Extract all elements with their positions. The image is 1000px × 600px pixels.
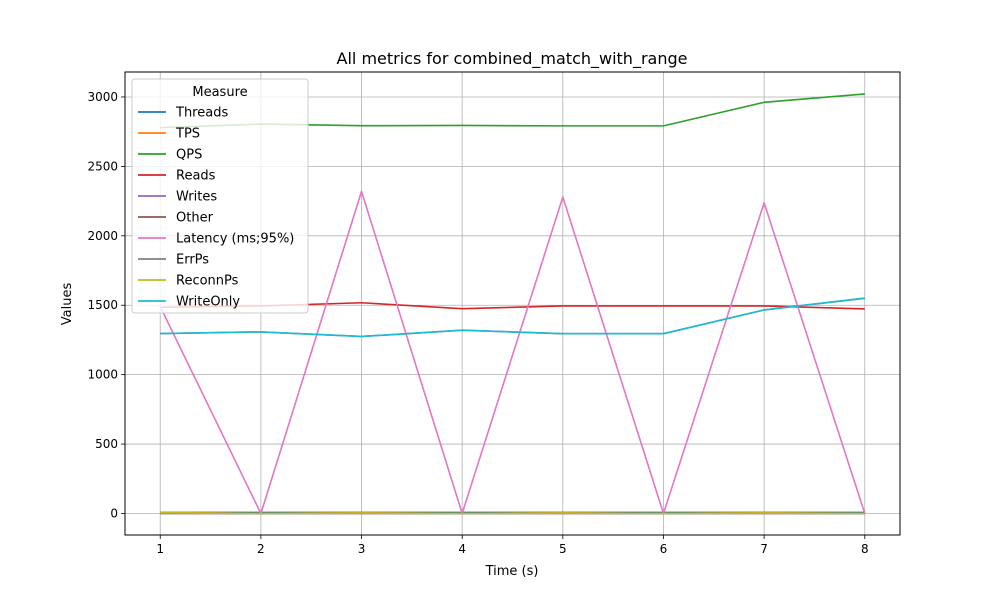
legend-label: Other xyxy=(176,211,214,226)
series-line-latency-ms-95 xyxy=(159,190,866,515)
legend-label: WriteOnly xyxy=(176,295,240,310)
legend-title: Measure xyxy=(192,85,247,100)
series-line-reconnps xyxy=(160,511,865,515)
legend-label: TPS xyxy=(175,127,200,142)
y-axis-label: Values xyxy=(60,283,75,326)
legend-item-reconnps: ReconnPs xyxy=(138,274,239,289)
legend: Measure Threads TPS QPS Reads Writes Other Lat… xyxy=(131,78,309,314)
x-tick-label: 5 xyxy=(559,542,567,556)
y-tick-label: 1500 xyxy=(87,298,118,312)
legend-item-threads: Threads xyxy=(138,106,228,121)
legend-label: ReconnPs xyxy=(176,274,239,289)
y-tick-label: 3000 xyxy=(87,90,118,104)
x-tick-label: 4 xyxy=(458,542,466,556)
x-tick-label: 7 xyxy=(760,542,768,556)
y-tick-label: 2000 xyxy=(87,229,118,243)
x-tick-label: 8 xyxy=(861,542,869,556)
plot-frame xyxy=(124,71,901,536)
x-tick-label: 1 xyxy=(156,542,164,556)
x-tick-label: 3 xyxy=(358,542,366,556)
series-line-writeonly xyxy=(160,297,865,338)
y-tick-label: 2500 xyxy=(87,159,118,173)
legend-box xyxy=(131,78,309,314)
chart-title: All metrics for combined_match_with_rang… xyxy=(337,49,688,69)
legend-label: Threads xyxy=(175,106,228,121)
legend-item-tps: TPS xyxy=(138,127,200,142)
legend-item-other: Other xyxy=(138,211,214,226)
x-tick-label: 6 xyxy=(660,542,668,556)
legend-label: ErrPs xyxy=(176,253,209,268)
legend-label: Reads xyxy=(176,169,216,184)
legend-item-writes: Writes xyxy=(138,190,217,205)
x-tick-label: 2 xyxy=(257,542,265,556)
y-tick-label: 0 xyxy=(110,506,118,520)
y-tick-label: 500 xyxy=(95,437,118,451)
legend-item-reads: Reads xyxy=(138,169,216,184)
legend-label: Writes xyxy=(176,190,217,205)
legend-label: Latency (ms;95%) xyxy=(176,232,294,247)
x-axis-ticks: 1 2 3 4 5 6 7 8 xyxy=(156,535,869,556)
y-tick-label: 1000 xyxy=(87,368,118,382)
legend-label: QPS xyxy=(176,148,202,163)
legend-item-writeonly: WriteOnly xyxy=(138,295,240,310)
legend-item-latency-ms-95: Latency (ms;95%) xyxy=(138,232,294,247)
legend-item-qps: QPS xyxy=(138,148,202,163)
y-axis-ticks: 0 500 1000 1500 2000 2500 3000 xyxy=(87,90,125,520)
legend-items: Threads TPS QPS Reads Writes Other Latency (ms… xyxy=(138,106,294,310)
x-axis-label: Time (s) xyxy=(485,564,539,579)
legend-item-errps: ErrPs xyxy=(138,253,209,268)
